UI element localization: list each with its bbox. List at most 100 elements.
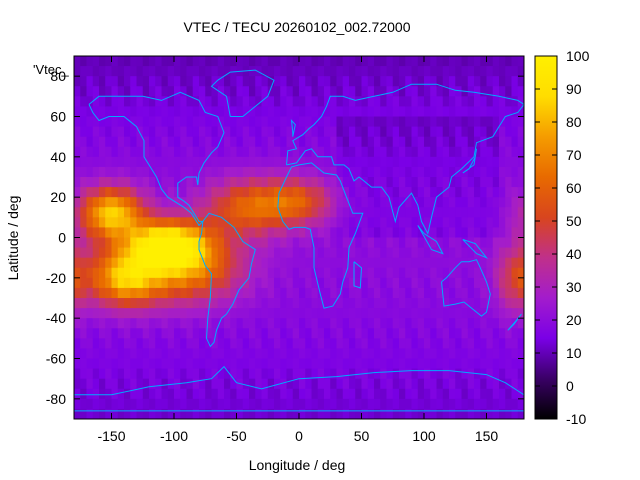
heatmap-cell [380,187,388,198]
heatmap-cell [386,96,394,108]
heatmap-cell [361,408,369,419]
heatmap-cell [230,156,238,168]
heatmap-cell [161,287,169,299]
heatmap-cell [399,308,406,319]
heatmap-cell [386,267,394,279]
heatmap-cell [192,136,200,148]
heatmap-cell [205,378,213,390]
heatmap-cell [311,348,319,360]
heatmap-cell [80,267,88,279]
heatmap-cell [467,247,475,259]
heatmap-cell [224,318,231,329]
heatmap-cell [199,388,206,400]
heatmap-cell [399,126,406,138]
heatmap-cell [486,378,494,390]
heatmap-cell [261,197,269,208]
heatmap-cell [267,308,275,319]
heatmap-cell [317,328,325,339]
heatmap-cell [405,126,413,138]
heatmap-cell [336,76,344,87]
heatmap-cell [317,156,325,168]
heatmap-cell [280,146,288,158]
heatmap-cell [367,197,375,208]
heatmap-cell [411,267,419,279]
heatmap-cell [517,116,524,128]
heatmap-cell [367,166,375,178]
heatmap-cell [330,308,338,319]
heatmap-cell [167,257,175,269]
heatmap-cell [511,146,519,158]
heatmap-cell [86,267,94,279]
heatmap-cell [136,298,144,309]
heatmap-cell [217,328,225,339]
heatmap-cell [205,408,213,419]
heatmap-cell [455,146,463,158]
heatmap-cell [211,368,219,380]
heatmap-cell [474,156,481,168]
heatmap-cell [499,298,506,309]
heatmap-cell [86,146,94,158]
heatmap-cell [474,56,481,67]
heatmap-cell [74,217,81,229]
heatmap-cell [174,106,181,118]
heatmap-cell [355,136,363,148]
heatmap-cell [461,177,469,188]
heatmap-cell [317,126,325,138]
heatmap-cell [155,116,163,128]
heatmap-cell [111,267,119,279]
coastline-path [462,239,489,259]
heatmap-cell [261,368,269,380]
heatmap-cell [130,197,138,208]
heatmap-cell [405,197,413,208]
heatmap-cell [105,116,113,128]
heatmap-cell [255,247,263,259]
heatmap-cell [211,408,219,419]
heatmap-cell [374,197,381,208]
heatmap-cell [455,187,463,198]
heatmap-cell [411,257,419,269]
heatmap-cell [224,106,231,118]
heatmap-cell [399,86,406,97]
heatmap-cell [342,237,350,249]
heatmap-cell [311,358,319,370]
heatmap-cell [424,368,431,380]
heatmap-cell [99,187,106,198]
heatmap-cell [124,106,131,118]
heatmap-cell [449,166,456,178]
heatmap-cell [124,156,131,168]
heatmap-cell [486,318,494,329]
heatmap-cell [167,217,175,229]
heatmap-cell [286,207,294,218]
heatmap-cell [111,318,119,329]
heatmap-cell [167,116,175,128]
heatmap-cell [217,56,225,67]
heatmap-cell [274,247,281,259]
heatmap-cell [367,368,375,380]
heatmap-cell [361,207,369,218]
heatmap-cell [199,146,206,158]
heatmap-cell [355,318,363,329]
heatmap-cell [174,76,181,87]
heatmap-cell [517,177,524,188]
heatmap-cell [261,187,269,198]
heatmap-cell [199,237,206,249]
heatmap-cell [430,338,438,350]
heatmap-cell [149,358,156,370]
heatmap-cell [499,146,506,158]
heatmap-cell [486,277,494,289]
heatmap-cell [505,56,513,67]
heatmap-cell [461,277,469,289]
heatmap-cell [424,267,431,279]
heatmap-cell [105,398,113,410]
heatmap-cell [436,358,444,370]
heatmap-cell [474,187,481,198]
heatmap-cell [224,408,231,419]
heatmap-cell [442,86,450,97]
heatmap-cell [236,408,244,419]
heatmap-cell [424,257,431,269]
heatmap-cell [274,257,281,269]
heatmap-cell [311,237,319,249]
heatmap-cell [74,267,81,279]
heatmap-cell [299,408,306,419]
heatmap-cell [505,146,513,158]
